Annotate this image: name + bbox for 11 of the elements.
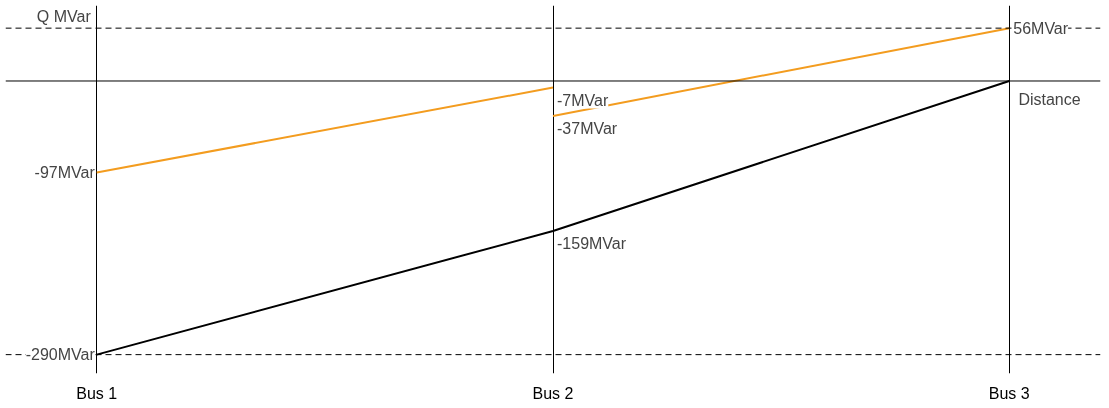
data-label: -159MVar [557,235,627,253]
data-label: 56MVar [1013,19,1069,37]
y-axis-title: Q MVar [36,7,92,25]
data-label: -97MVar [34,164,96,182]
x-tick-label: Bus 3 [988,384,1030,402]
x-axis-title: Distance [1018,90,1081,108]
data-label: -290MVar [25,346,96,364]
x-tick-label: Bus 1 [76,384,118,402]
data-label: -7MVar [557,91,609,109]
data-label: -37MVar [557,119,618,137]
x-tick-label: Bus 2 [532,384,574,402]
